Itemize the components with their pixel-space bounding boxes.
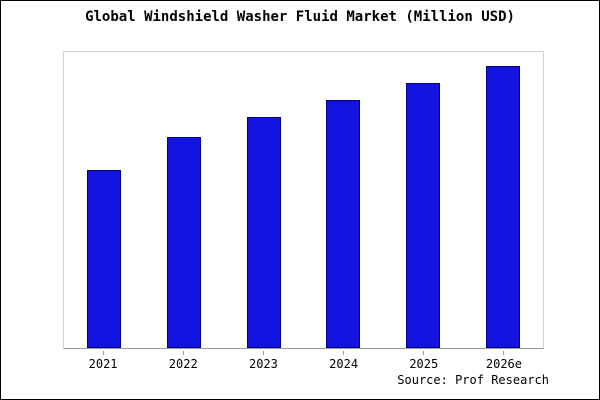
x-tick-2025: 2025 [384,351,464,375]
chart-title: Global Windshield Washer Fluid Market (M… [85,9,515,25]
tick-mark [423,351,425,355]
x-tick-2023: 2023 [223,351,303,375]
bar-2025 [406,83,441,348]
bar-2024 [326,99,361,348]
tick-mark [503,351,505,355]
x-tick-2026e: 2026e [464,351,544,375]
x-tick-label: 2023 [248,357,278,371]
x-tick-label: 2021 [88,357,118,371]
bar-slot-2023 [224,52,304,348]
x-tick-label: 2022 [168,357,198,371]
x-axis-labels: 2021 2022 2023 2024 2025 2026e [63,351,544,375]
tick-mark [102,351,104,355]
bar-2023 [246,116,281,348]
bar-slot-2024 [303,52,383,348]
x-tick-2024: 2024 [304,351,384,375]
x-tick-2022: 2022 [143,351,223,375]
tick-mark [343,351,345,355]
bar-slot-2026e [463,52,543,348]
bar-2026e [486,66,521,348]
bar-2021 [86,170,121,348]
tick-mark [182,351,184,355]
plot-area [63,51,544,349]
bar-slot-2021 [64,52,144,348]
x-tick-label: 2025 [409,357,439,371]
tick-mark [262,351,264,355]
source-caption: Source: Prof Research [397,373,549,387]
bar-slot-2022 [144,52,224,348]
x-tick-label: 2026e [485,357,522,371]
x-tick-label: 2024 [329,357,359,371]
x-tick-2021: 2021 [63,351,143,375]
bar-2022 [166,136,201,348]
bar-slot-2025 [383,52,463,348]
